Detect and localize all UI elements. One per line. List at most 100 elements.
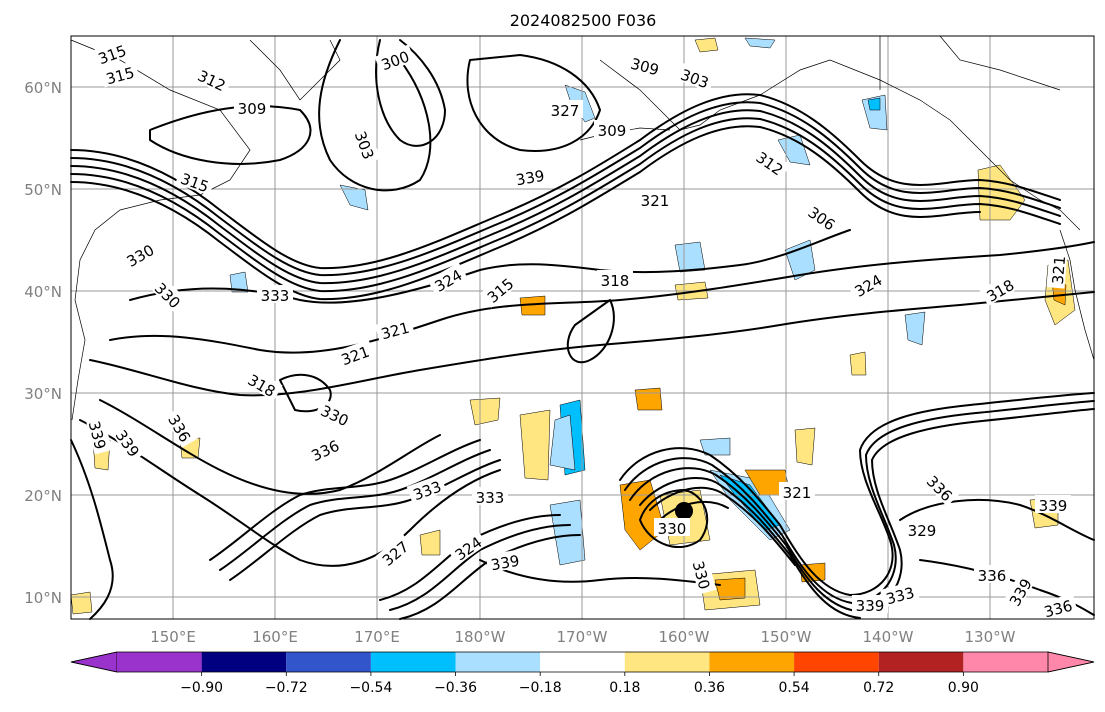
contour-label: 321: [783, 484, 812, 502]
colorbar-tick-label: −0.90: [180, 680, 223, 696]
contour-label-bg: [175, 166, 216, 196]
contour-label-bg: [1035, 495, 1071, 513]
contour-label: 336: [978, 567, 1007, 585]
lat-label: 30°N: [24, 385, 62, 403]
colorbar-segment: [201, 652, 287, 672]
contour-label: 318: [601, 272, 630, 290]
contour-label: 339: [1039, 497, 1068, 515]
colorbar-tick-label: −0.72: [265, 680, 308, 696]
contour-label-bg: [119, 237, 160, 271]
contour-label: 330: [658, 520, 687, 538]
graticule: [71, 36, 1094, 619]
contour-label: 321: [641, 192, 670, 210]
contour-label: 339: [856, 597, 885, 615]
lon-label: 160°W: [659, 628, 710, 646]
contour-label-bg: [510, 164, 550, 189]
contour-label-bg: [315, 398, 356, 430]
contour-label-bg: [880, 580, 920, 608]
colorbar-segment: [286, 652, 371, 672]
storm-center-marker: [675, 502, 693, 520]
coastlines: [70, 35, 1095, 421]
contour-label-bg: [847, 267, 888, 301]
positive-patch: [794, 427, 816, 466]
contour-label-bg: [351, 124, 381, 165]
contour-label-bg: [304, 433, 345, 465]
colorbar-segment: [455, 652, 541, 672]
contour-label-bg: [375, 315, 415, 343]
contour-label-bg: [1046, 251, 1068, 289]
contour-label-bg: [91, 38, 132, 68]
lon-label: 140°W: [863, 628, 914, 646]
contour-label-bg: [750, 144, 791, 180]
colorbar-segment: [117, 652, 202, 672]
lon-label: 170°E: [354, 628, 400, 646]
contour-label-bg: [374, 44, 415, 74]
contour-label-bg: [547, 100, 583, 118]
contour-label-bg: [904, 520, 940, 538]
contour-label-bg: [149, 275, 188, 314]
lat-label: 10°N: [24, 589, 62, 607]
lon-label: 150°W: [761, 628, 812, 646]
contour-label-bg: [921, 468, 960, 507]
positive-patch: [519, 409, 551, 481]
lat-label: 20°N: [24, 487, 62, 505]
negative-patch: [861, 94, 888, 131]
positive-patch: [634, 387, 663, 411]
positive-patch: [419, 529, 441, 556]
colorbar-segment: [963, 652, 1048, 672]
contour-label-bg: [447, 529, 488, 565]
colorbar-tick-label: −0.36: [434, 680, 477, 696]
contour-label: 321: [1049, 255, 1069, 285]
contour-label: 327: [551, 102, 580, 120]
negative-patch: [867, 97, 881, 111]
contour-label-bg: [979, 272, 1020, 306]
map-title: 2024082500 F036: [510, 11, 657, 30]
negative-patch: [674, 241, 706, 273]
contour-label-bg: [427, 262, 468, 296]
contour-label-bg: [100, 60, 140, 88]
contour-label-bg: [485, 549, 525, 574]
contour-label: 309: [238, 100, 267, 118]
contour-label: 333: [476, 489, 505, 507]
positive-patch: [519, 295, 546, 316]
colorbar-segment: [624, 652, 710, 672]
positive-patch: [849, 351, 867, 376]
contour-label-bg: [374, 533, 414, 571]
lat-label: 40°N: [24, 283, 62, 301]
contour-label-bg: [406, 474, 447, 504]
lon-label: 130°W: [965, 628, 1016, 646]
contour-label-bg: [974, 565, 1010, 583]
positive-patch: [694, 37, 719, 53]
contour-label-bg: [472, 487, 508, 505]
colorbar-outline: [70, 651, 1095, 673]
contour-label-bg: [594, 120, 630, 138]
negative-patch: [744, 37, 776, 49]
negative-patch: [784, 239, 816, 281]
contour-lines: [70, 39, 1095, 620]
negative-patch: [549, 414, 576, 471]
positive-patch: [469, 397, 501, 426]
contour-label-bg: [479, 270, 519, 308]
colorbar-tick-label: −0.18: [519, 680, 562, 696]
colorbar-segment: [709, 652, 795, 672]
contour-label-bg: [1002, 571, 1036, 612]
contour-label: 339: [515, 167, 546, 190]
contour-label-bg: [164, 407, 198, 448]
contour-label-bg: [1038, 593, 1078, 621]
colorbar-tick-label: 0.36: [694, 680, 725, 696]
contour-label-bg: [111, 422, 147, 463]
contour-label-bg: [234, 98, 270, 116]
negative-patch: [229, 271, 249, 293]
positive-patch: [70, 591, 93, 615]
latitude-labels: 60°N 50°N 40°N 30°N 20°N 10°N: [24, 79, 62, 607]
colorbar-segment: [540, 652, 625, 672]
colorbar-tick-label: 0.72: [863, 680, 894, 696]
contour-label-bg: [334, 339, 375, 369]
negative-patch: [549, 499, 586, 566]
lat-label: 60°N: [24, 79, 62, 97]
contour-label: 333: [261, 287, 290, 305]
contour-label-bg: [689, 555, 717, 595]
lon-label: 170°W: [557, 628, 608, 646]
